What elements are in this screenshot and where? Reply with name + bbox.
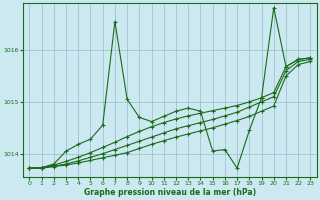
X-axis label: Graphe pression niveau de la mer (hPa): Graphe pression niveau de la mer (hPa) [84,188,256,197]
